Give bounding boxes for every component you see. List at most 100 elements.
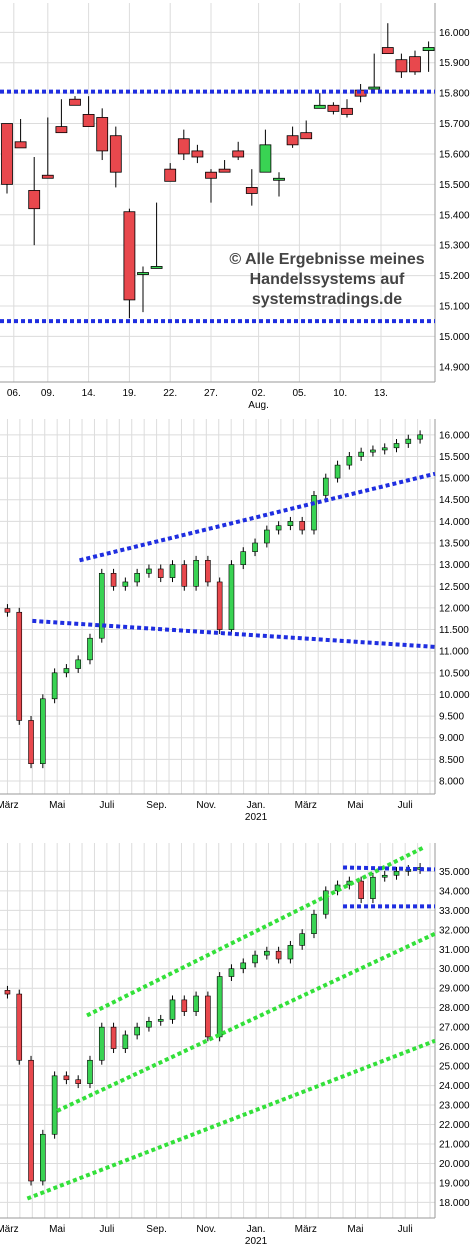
y-tick-label: 12.500 bbox=[439, 582, 470, 593]
candle-body bbox=[252, 542, 258, 552]
candle-body bbox=[4, 608, 11, 613]
candle-body bbox=[299, 933, 305, 946]
y-tick-label: 22.000 bbox=[439, 1120, 470, 1131]
candle-body bbox=[259, 144, 272, 173]
y-tick-label: 13.000 bbox=[439, 560, 470, 571]
candle-body bbox=[1, 123, 13, 185]
candle-body bbox=[109, 135, 122, 173]
candle-body bbox=[164, 168, 177, 182]
watermark-text: systemstradings.de bbox=[252, 291, 402, 308]
candle-body bbox=[313, 104, 326, 109]
y-tick-label: 23.000 bbox=[439, 1101, 470, 1112]
candle-body bbox=[4, 990, 11, 995]
candle-body bbox=[381, 874, 388, 878]
gridlines bbox=[0, 3, 435, 382]
x-tick-label: Nov. bbox=[196, 800, 216, 811]
candle-body bbox=[287, 945, 294, 960]
candle-body bbox=[218, 168, 231, 173]
candle-body bbox=[252, 954, 258, 964]
chart-weekly-dow: 18.000 19.000 20.000 21.000 22.000 23.000 24.0… bbox=[0, 843, 470, 1247]
candle-body bbox=[122, 1034, 129, 1049]
y-tick-label: 12.000 bbox=[439, 603, 470, 614]
candle-body bbox=[273, 177, 285, 181]
x-tick-label: 14. bbox=[82, 388, 96, 399]
candle-body bbox=[51, 672, 58, 700]
candle-body bbox=[150, 266, 163, 269]
candle-body bbox=[16, 611, 23, 721]
x-tick-label: Mai bbox=[49, 800, 65, 811]
candle-body bbox=[98, 1026, 105, 1061]
candle-body bbox=[110, 572, 117, 587]
candle-body bbox=[169, 999, 176, 1020]
x-tick-label: Sep. bbox=[146, 1224, 167, 1235]
candle-body bbox=[137, 272, 149, 275]
candle-body bbox=[275, 950, 282, 960]
x-tick-label: Juli bbox=[398, 800, 413, 811]
candle-body bbox=[299, 521, 305, 531]
candle-body bbox=[96, 117, 109, 152]
y-tick-label: 29.000 bbox=[439, 984, 470, 995]
candle-body bbox=[322, 890, 329, 915]
x-tick-label: 27. bbox=[204, 388, 218, 399]
chart-daily-candles: 14.900 15.000 15.100 15.200 15.300 15.400 15.5… bbox=[0, 3, 470, 410]
candle-body bbox=[395, 59, 408, 73]
x-tick-label: 10. bbox=[333, 388, 347, 399]
y-tick-label: 11.000 bbox=[439, 647, 469, 658]
candle-body bbox=[245, 186, 258, 194]
trend-line bbox=[79, 471, 436, 563]
watermark-text: © Alle Ergebnisse meines bbox=[229, 251, 424, 268]
y-tick-label: 27.000 bbox=[439, 1023, 470, 1034]
y-tick-label: 35.000 bbox=[439, 867, 470, 878]
y-tick-label: 24.000 bbox=[439, 1081, 470, 1092]
candle-body bbox=[358, 451, 364, 457]
candle-body bbox=[63, 668, 70, 674]
x-tick-label: 06. bbox=[7, 388, 21, 399]
y-tick-label: 30.000 bbox=[439, 964, 470, 975]
y-tick-label: 15.100 bbox=[439, 301, 470, 312]
candle-body bbox=[346, 456, 353, 466]
y-tick-label: 9.000 bbox=[439, 733, 464, 744]
x-tick-label: 22. bbox=[163, 388, 177, 399]
candle-body bbox=[300, 132, 313, 140]
y-tick-label: 8.000 bbox=[439, 777, 464, 788]
candle-body bbox=[393, 871, 400, 876]
candle-body bbox=[409, 56, 421, 73]
x-tick-label: 09. bbox=[41, 388, 55, 399]
candle-body bbox=[370, 876, 376, 899]
candle-body bbox=[146, 1021, 152, 1028]
candle-body bbox=[177, 138, 190, 155]
candle-body bbox=[240, 962, 247, 970]
y-tick-label: 28.000 bbox=[439, 1003, 470, 1014]
y-tick-label: 14.900 bbox=[439, 362, 470, 373]
trend-line bbox=[26, 1038, 436, 1201]
x-tick-label: 05. bbox=[292, 388, 306, 399]
y-tick-label: 25.000 bbox=[439, 1062, 470, 1073]
y-tick-label: 10.000 bbox=[439, 690, 470, 701]
candle-body bbox=[16, 993, 23, 1061]
y-tick-label: 34.000 bbox=[439, 886, 470, 897]
candle-body bbox=[311, 495, 317, 531]
x-tick-label: Jan. bbox=[247, 1224, 266, 1235]
candle-body bbox=[110, 1026, 117, 1049]
candle-body bbox=[181, 564, 188, 587]
candle-body bbox=[191, 150, 204, 158]
y-tick-label: 19.000 bbox=[439, 1178, 470, 1189]
candle-body bbox=[216, 581, 223, 630]
chart-weekly-channel: 8.000 8.500 9.000 9.500 10.000 10.500 11.000 11… bbox=[0, 419, 470, 823]
candle-body bbox=[28, 1059, 34, 1182]
candle-body bbox=[63, 1075, 70, 1081]
y-tick-label: 15.600 bbox=[439, 149, 470, 160]
candle-body bbox=[334, 464, 341, 479]
candle-body bbox=[75, 1079, 81, 1084]
trend-line bbox=[32, 618, 436, 649]
candle-body bbox=[370, 449, 376, 453]
candle-body bbox=[341, 107, 353, 115]
y-tick-label: 26.000 bbox=[439, 1042, 470, 1053]
y-tick-label: 16.000 bbox=[439, 430, 470, 441]
x-tick-label: Mai bbox=[347, 800, 363, 811]
watermark-text: Handelssystems auf bbox=[250, 271, 405, 288]
gridlines bbox=[0, 419, 435, 794]
candle-body bbox=[169, 564, 176, 578]
x-tick-label: Nov. bbox=[196, 1224, 216, 1235]
x-sublabel: Aug. bbox=[248, 400, 269, 410]
